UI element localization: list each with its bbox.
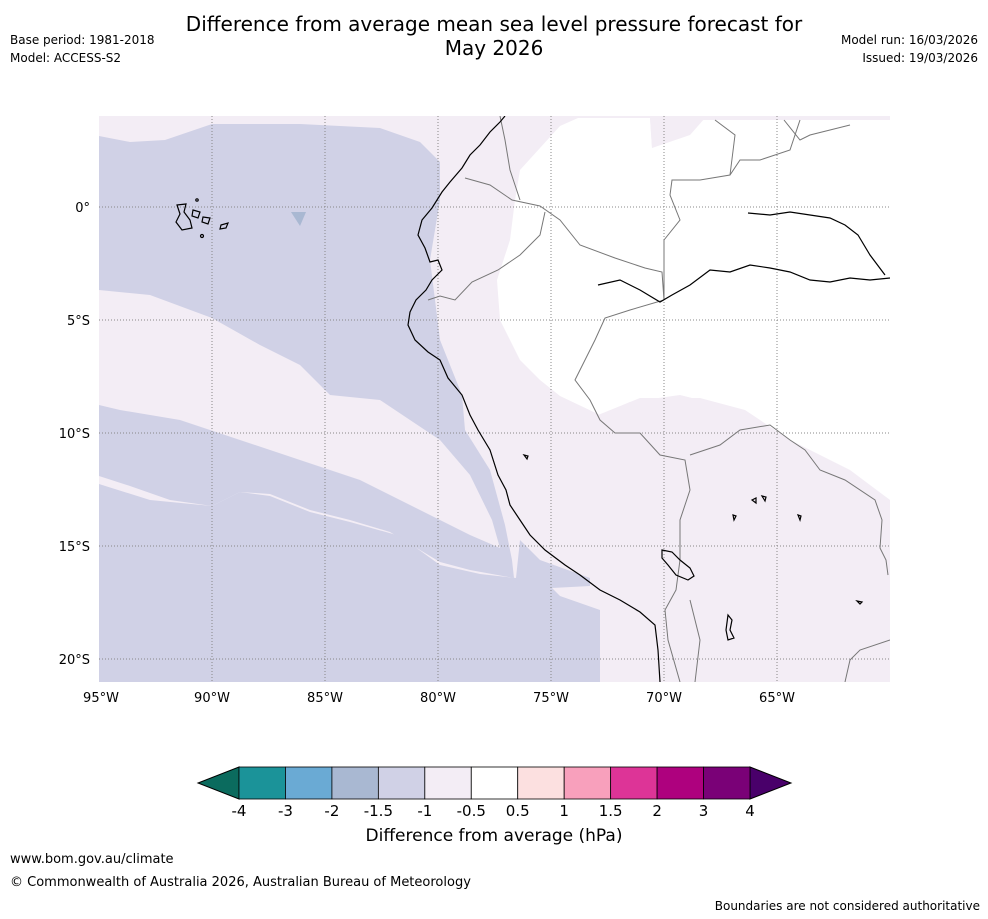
lat-label: 20°S (59, 653, 90, 668)
colorbar-swatch (331, 766, 379, 800)
graticule (99, 116, 890, 682)
colorbar-tick-label: 2 (652, 802, 662, 820)
lat-label: 15°S (59, 540, 90, 555)
colorbar-tick-label: 0.5 (506, 802, 530, 820)
issued-date: Issued: 19/03/2026 (862, 51, 978, 65)
colorbar-swatch (703, 766, 751, 800)
anomaly-neutral-land (497, 118, 890, 500)
galapagos-islands (175, 198, 230, 239)
colorbar-tick-label: 4 (745, 802, 755, 820)
lon-label: 95°W (83, 691, 119, 706)
anomaly-band-southwest (99, 484, 660, 682)
lat-label: 5°S (67, 314, 90, 329)
colorbar-over-arrow (749, 766, 793, 800)
footer-copyright: © Commonwealth of Australia 2026, Austra… (10, 875, 471, 890)
lakes (522, 454, 864, 641)
colorbar-swatch (238, 766, 286, 800)
lon-label: 80°W (420, 691, 456, 706)
lat-label: 0° (75, 201, 90, 216)
colorbar-tick-label: -0.5 (457, 802, 486, 820)
colorbar-swatch (610, 766, 658, 800)
anomaly-spot (291, 212, 306, 226)
footer-note: Boundaries are not considered authoritat… (714, 899, 980, 913)
colorbar-tick-label: -4 (232, 802, 247, 820)
coastline (407, 116, 890, 682)
model-name: Model: ACCESS-S2 (10, 51, 122, 65)
colorbar-tick-label: -1 (417, 802, 432, 820)
lon-label: 65°W (759, 691, 795, 706)
colorbar-label: Difference from average (hPa) (365, 826, 623, 846)
colorbar-tick-label: -3 (278, 802, 293, 820)
colorbar-under-arrow (196, 766, 240, 800)
colorbar-swatch (563, 766, 612, 800)
anomaly-light-inset-south (598, 398, 890, 682)
chart-title-line2: May 2026 (444, 36, 544, 60)
chart-title-line1: Difference from average mean sea level p… (185, 12, 803, 36)
meta-right: Model run: 16/03/2026 Issued: 19/03/2026 (841, 31, 978, 67)
colorbar-tick-label: 1 (559, 802, 569, 820)
anomaly-tongue-light (99, 290, 500, 548)
colorbar-swatch (517, 766, 565, 800)
colorbar-swatch (285, 766, 333, 800)
lon-label: 90°W (194, 691, 230, 706)
chart-title: Difference from average mean sea level p… (0, 12, 988, 60)
model-run: Model run: 16/03/2026 (840, 33, 978, 47)
base-period: Base period: 1981-2018 (10, 33, 155, 47)
colorbar-swatch (424, 766, 472, 800)
lon-labels: 95°W 90°W 85°W 80°W 75°W 70°W 65°W (83, 691, 795, 706)
colorbar-swatch (656, 766, 704, 800)
lat-label: 10°S (59, 427, 90, 442)
country-borders (427, 116, 890, 682)
colorbar-swatch (377, 766, 426, 800)
lat-labels: 0° 5°S 10°S 15°S 20°S (59, 201, 90, 668)
lon-label: 75°W (533, 691, 569, 706)
map-panel (99, 116, 890, 682)
colorbar-tick-label: -1.5 (364, 802, 393, 820)
colorbar: -4 -3 -2 -1.5 -1 -0.5 0.5 1 1.5 2 3 4 (196, 766, 793, 820)
colorbar-tick-label: 3 (699, 802, 709, 820)
footer-url[interactable]: www.bom.gov.au/climate (10, 852, 174, 867)
meta-left: Base period: 1981-2018 Model: ACCESS-S2 (10, 31, 155, 67)
colorbar-swatch (470, 766, 519, 800)
colorbar-tick-label: 1.5 (599, 802, 623, 820)
colorbar-tick-label: -2 (324, 802, 339, 820)
lon-label: 70°W (646, 691, 682, 706)
lon-label: 85°W (307, 691, 343, 706)
